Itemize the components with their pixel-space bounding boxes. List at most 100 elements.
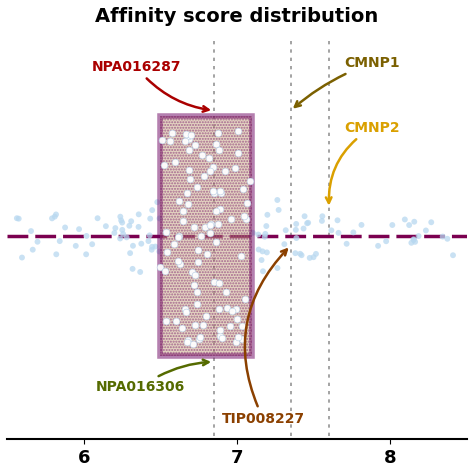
Point	[296, 250, 304, 257]
Point	[82, 251, 90, 258]
Point	[163, 317, 170, 325]
Text: NPA016287: NPA016287	[91, 60, 209, 112]
Point	[206, 221, 214, 229]
Point	[53, 251, 60, 258]
Point	[401, 216, 409, 223]
Point	[135, 210, 143, 218]
Point	[216, 326, 224, 333]
Point	[215, 129, 222, 137]
Point	[191, 223, 198, 230]
Point	[135, 223, 142, 231]
Point	[304, 219, 312, 227]
Point	[223, 304, 231, 311]
Point	[148, 206, 156, 214]
Point	[328, 227, 335, 234]
Point	[358, 221, 365, 228]
Point	[349, 228, 357, 236]
Point	[310, 254, 318, 261]
Point	[183, 338, 191, 346]
Point	[201, 223, 209, 231]
Point	[182, 309, 190, 316]
Point	[228, 215, 235, 223]
Point	[389, 221, 396, 229]
Point	[117, 213, 124, 220]
Point	[292, 234, 300, 242]
Point	[94, 214, 101, 222]
Point	[154, 198, 161, 206]
Point	[281, 240, 288, 248]
Point	[168, 130, 175, 137]
Point	[188, 268, 195, 276]
Point	[217, 332, 224, 339]
Point	[258, 256, 265, 264]
Point	[166, 137, 174, 145]
Point	[164, 248, 171, 256]
Point	[190, 281, 198, 289]
Point	[410, 236, 418, 243]
Point	[180, 207, 187, 215]
Point	[88, 240, 96, 248]
Point	[61, 224, 69, 231]
Point	[261, 233, 268, 240]
Point	[207, 220, 214, 228]
Point	[335, 229, 342, 237]
Point	[180, 217, 187, 225]
Point	[205, 155, 213, 162]
Point	[259, 247, 266, 255]
Point	[259, 267, 267, 275]
Point	[449, 251, 457, 259]
Point	[300, 225, 307, 232]
Point	[157, 264, 164, 271]
Point	[212, 140, 219, 148]
Point	[312, 250, 320, 258]
Point	[186, 175, 194, 183]
Point	[172, 158, 179, 165]
Point	[18, 254, 26, 261]
Point	[410, 218, 418, 226]
Point	[243, 199, 251, 207]
Point	[137, 240, 145, 247]
Point	[238, 335, 246, 343]
Bar	[160, 116, 252, 356]
Point	[217, 189, 225, 197]
Point	[170, 240, 178, 247]
Point	[264, 211, 271, 219]
Point	[193, 183, 201, 191]
Point	[231, 164, 238, 172]
Point	[184, 200, 192, 208]
Point	[298, 251, 305, 259]
Point	[292, 226, 300, 234]
Point	[182, 130, 190, 137]
Point	[191, 272, 199, 279]
Point	[111, 224, 119, 232]
Point	[306, 254, 313, 262]
Point	[238, 322, 246, 330]
Point	[188, 132, 195, 139]
Point	[160, 161, 168, 168]
Point	[196, 333, 204, 341]
Point	[303, 219, 311, 227]
Point	[263, 248, 271, 256]
Point	[214, 220, 221, 228]
Point	[408, 239, 415, 246]
Point	[255, 231, 262, 238]
Point	[118, 217, 125, 224]
Point	[210, 189, 218, 196]
Point	[123, 234, 130, 241]
Point	[146, 232, 154, 239]
Point	[116, 235, 124, 242]
Point	[273, 264, 281, 272]
Point	[155, 248, 163, 255]
Point	[318, 217, 326, 225]
Point	[228, 307, 236, 315]
Point	[162, 268, 169, 275]
Point	[193, 300, 201, 308]
Point	[162, 228, 170, 236]
Point	[242, 215, 250, 223]
Point	[52, 210, 60, 218]
Point	[246, 177, 254, 184]
Point	[156, 215, 164, 222]
Text: NPA016306: NPA016306	[96, 360, 209, 394]
Point	[152, 243, 159, 250]
Point	[415, 232, 422, 240]
